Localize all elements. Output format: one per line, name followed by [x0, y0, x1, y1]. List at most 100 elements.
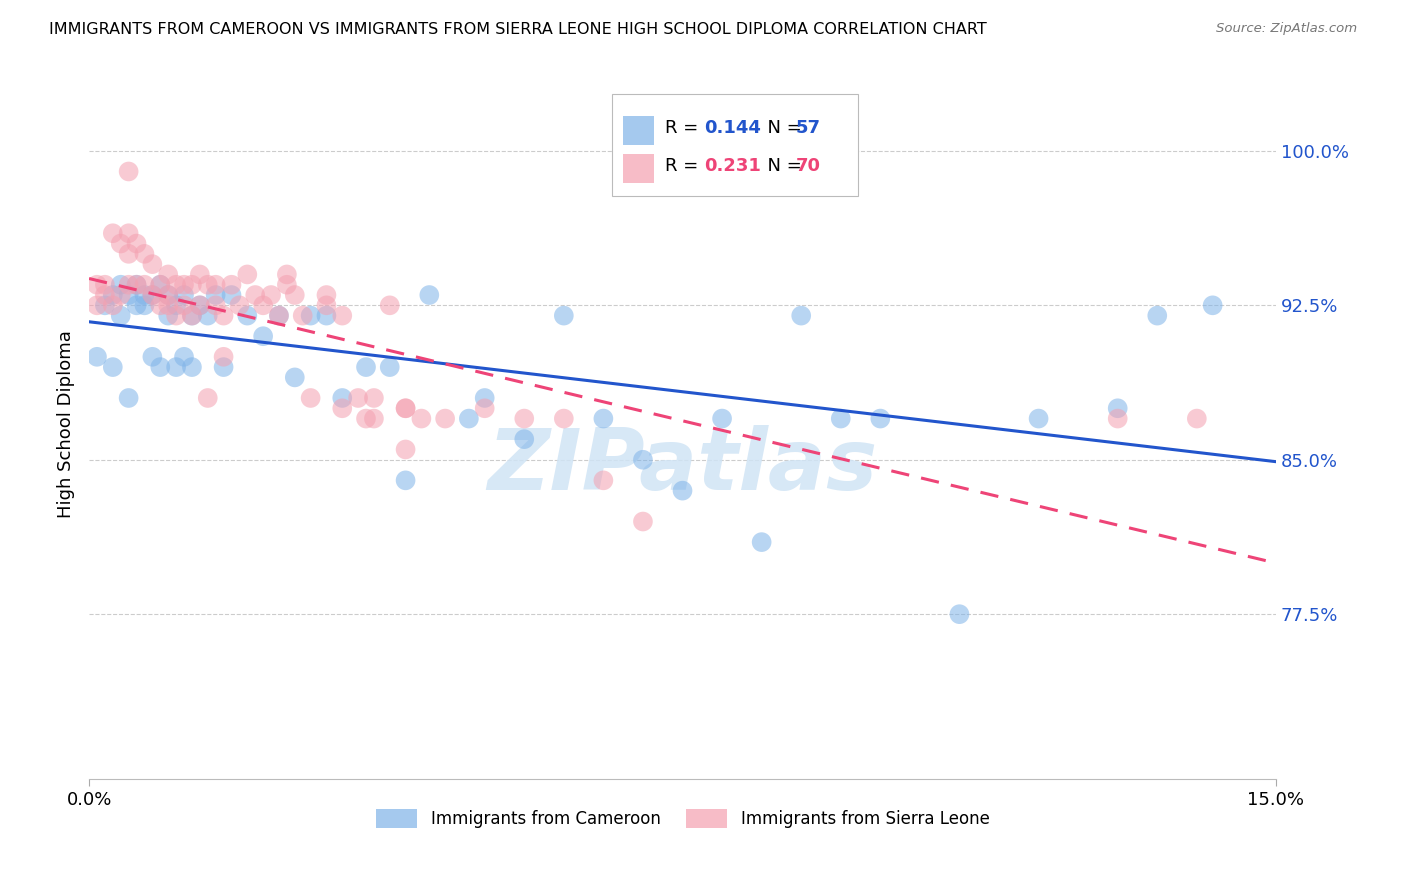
Text: 57: 57	[796, 119, 821, 136]
Point	[830, 411, 852, 425]
Point	[101, 226, 124, 240]
Point	[188, 268, 211, 282]
Text: R =: R =	[665, 119, 704, 136]
Point	[117, 391, 139, 405]
Point	[188, 298, 211, 312]
Point	[134, 288, 156, 302]
Text: N =: N =	[756, 157, 808, 175]
Point	[117, 164, 139, 178]
Point	[330, 401, 353, 416]
Point	[354, 411, 377, 425]
Point	[315, 298, 337, 312]
Point	[631, 515, 654, 529]
Point	[197, 277, 219, 292]
Legend: Immigrants from Cameroon, Immigrants from Sierra Leone: Immigrants from Cameroon, Immigrants fro…	[368, 802, 995, 835]
Point	[86, 277, 108, 292]
Point	[110, 277, 132, 292]
Point	[434, 411, 457, 425]
Point	[125, 277, 148, 292]
Point	[117, 226, 139, 240]
Text: 0.144: 0.144	[704, 119, 761, 136]
Point	[631, 452, 654, 467]
Point	[94, 277, 117, 292]
Point	[212, 350, 235, 364]
Point	[299, 309, 322, 323]
Point	[513, 432, 536, 446]
Point	[157, 298, 180, 312]
Point	[165, 298, 187, 312]
Point	[236, 268, 259, 282]
Point	[197, 391, 219, 405]
Point	[173, 288, 195, 302]
Point	[245, 288, 267, 302]
Text: IMMIGRANTS FROM CAMEROON VS IMMIGRANTS FROM SIERRA LEONE HIGH SCHOOL DIPLOMA COR: IMMIGRANTS FROM CAMEROON VS IMMIGRANTS F…	[49, 22, 987, 37]
Point	[267, 309, 290, 323]
Point	[592, 411, 614, 425]
Point	[948, 607, 970, 622]
Point	[181, 277, 204, 292]
Point	[363, 391, 385, 405]
Point	[869, 411, 891, 425]
Point	[711, 411, 734, 425]
Point	[394, 401, 416, 416]
Point	[86, 350, 108, 364]
Point	[101, 360, 124, 375]
Point	[165, 277, 187, 292]
Point	[110, 288, 132, 302]
Point	[212, 309, 235, 323]
Point	[134, 298, 156, 312]
Point	[134, 247, 156, 261]
Point	[141, 288, 163, 302]
Point	[790, 309, 813, 323]
Point	[181, 309, 204, 323]
Point	[299, 391, 322, 405]
Point	[157, 268, 180, 282]
Point	[378, 298, 401, 312]
Point	[101, 298, 124, 312]
Point	[204, 288, 226, 302]
Point	[276, 268, 298, 282]
Text: N =: N =	[756, 119, 808, 136]
Point	[474, 391, 496, 405]
Point	[291, 309, 314, 323]
Point	[86, 298, 108, 312]
Text: R =: R =	[665, 157, 704, 175]
Point	[117, 247, 139, 261]
Point	[117, 288, 139, 302]
Point	[671, 483, 693, 498]
Point	[378, 360, 401, 375]
Point	[1107, 401, 1129, 416]
Text: 0.231: 0.231	[704, 157, 761, 175]
Point	[110, 309, 132, 323]
Point	[363, 411, 385, 425]
Point	[354, 360, 377, 375]
Point	[276, 277, 298, 292]
Point	[149, 360, 172, 375]
Text: ZIPatlas: ZIPatlas	[488, 425, 877, 508]
Point	[228, 298, 250, 312]
Point	[411, 411, 433, 425]
Point	[165, 360, 187, 375]
Point	[330, 309, 353, 323]
Point	[221, 277, 243, 292]
Point	[751, 535, 773, 549]
Point	[141, 288, 163, 302]
Y-axis label: High School Diploma: High School Diploma	[58, 330, 75, 517]
Point	[125, 298, 148, 312]
Point	[157, 288, 180, 302]
Point	[260, 288, 283, 302]
Point	[252, 298, 274, 312]
Point	[197, 309, 219, 323]
Point	[236, 309, 259, 323]
Point	[315, 288, 337, 302]
Point	[204, 298, 226, 312]
Point	[221, 288, 243, 302]
Point	[394, 474, 416, 488]
Point	[267, 309, 290, 323]
Point	[252, 329, 274, 343]
Point	[149, 277, 172, 292]
Point	[315, 309, 337, 323]
Point	[149, 298, 172, 312]
Point	[110, 236, 132, 251]
Point	[212, 360, 235, 375]
